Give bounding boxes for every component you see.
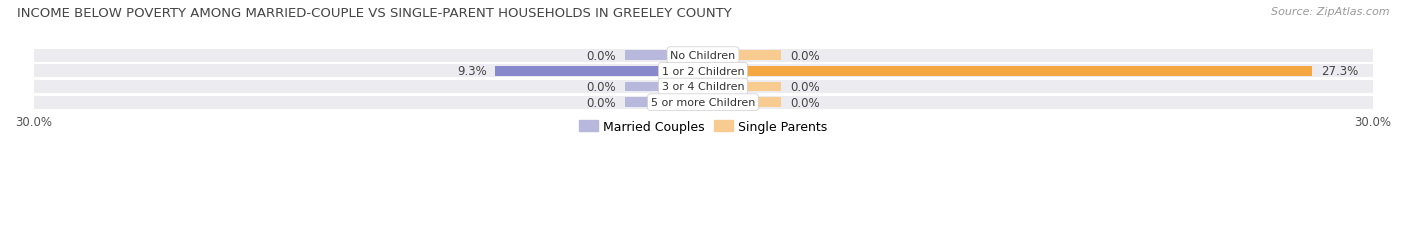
- Text: INCOME BELOW POVERTY AMONG MARRIED-COUPLE VS SINGLE-PARENT HOUSEHOLDS IN GREELEY: INCOME BELOW POVERTY AMONG MARRIED-COUPL…: [17, 7, 731, 20]
- Bar: [34, 64, 1372, 79]
- Legend: Married Couples, Single Parents: Married Couples, Single Parents: [574, 116, 832, 138]
- Bar: [34, 96, 1372, 109]
- Bar: [34, 81, 1372, 94]
- Text: Source: ZipAtlas.com: Source: ZipAtlas.com: [1271, 7, 1389, 17]
- Text: 0.0%: 0.0%: [586, 49, 616, 62]
- Bar: [34, 65, 1372, 78]
- Bar: [703, 67, 1312, 76]
- Text: 0.0%: 0.0%: [790, 81, 820, 94]
- Bar: [34, 79, 1372, 95]
- Bar: [624, 98, 703, 108]
- Bar: [703, 67, 1312, 76]
- Text: 0.0%: 0.0%: [790, 96, 820, 109]
- Bar: [624, 82, 703, 92]
- Text: 0.0%: 0.0%: [790, 49, 820, 62]
- Bar: [34, 49, 1372, 62]
- Text: 27.3%: 27.3%: [1322, 65, 1358, 78]
- Bar: [624, 51, 703, 61]
- Bar: [703, 82, 782, 92]
- Bar: [495, 67, 703, 76]
- Bar: [34, 48, 1372, 64]
- Bar: [703, 98, 782, 108]
- Bar: [34, 95, 1372, 111]
- Text: 1 or 2 Children: 1 or 2 Children: [662, 67, 744, 76]
- Text: 9.3%: 9.3%: [457, 65, 486, 78]
- Text: 5 or more Children: 5 or more Children: [651, 98, 755, 108]
- Text: 3 or 4 Children: 3 or 4 Children: [662, 82, 744, 92]
- Bar: [703, 51, 782, 61]
- Text: 0.0%: 0.0%: [586, 81, 616, 94]
- Text: 0.0%: 0.0%: [586, 96, 616, 109]
- Bar: [495, 67, 703, 76]
- Text: No Children: No Children: [671, 51, 735, 61]
